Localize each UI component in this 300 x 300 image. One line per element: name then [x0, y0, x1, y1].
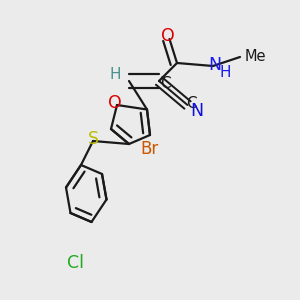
Text: H: H — [110, 67, 121, 82]
Text: C: C — [160, 76, 171, 92]
Text: Br: Br — [141, 140, 159, 158]
Text: O: O — [161, 27, 175, 45]
Text: S: S — [88, 130, 98, 148]
Text: Me: Me — [244, 49, 266, 64]
Text: H: H — [219, 65, 231, 80]
Text: Cl: Cl — [67, 254, 83, 272]
Text: C: C — [186, 96, 196, 111]
Text: N: N — [190, 102, 203, 120]
Text: N: N — [208, 56, 221, 74]
Text: O: O — [108, 94, 122, 112]
